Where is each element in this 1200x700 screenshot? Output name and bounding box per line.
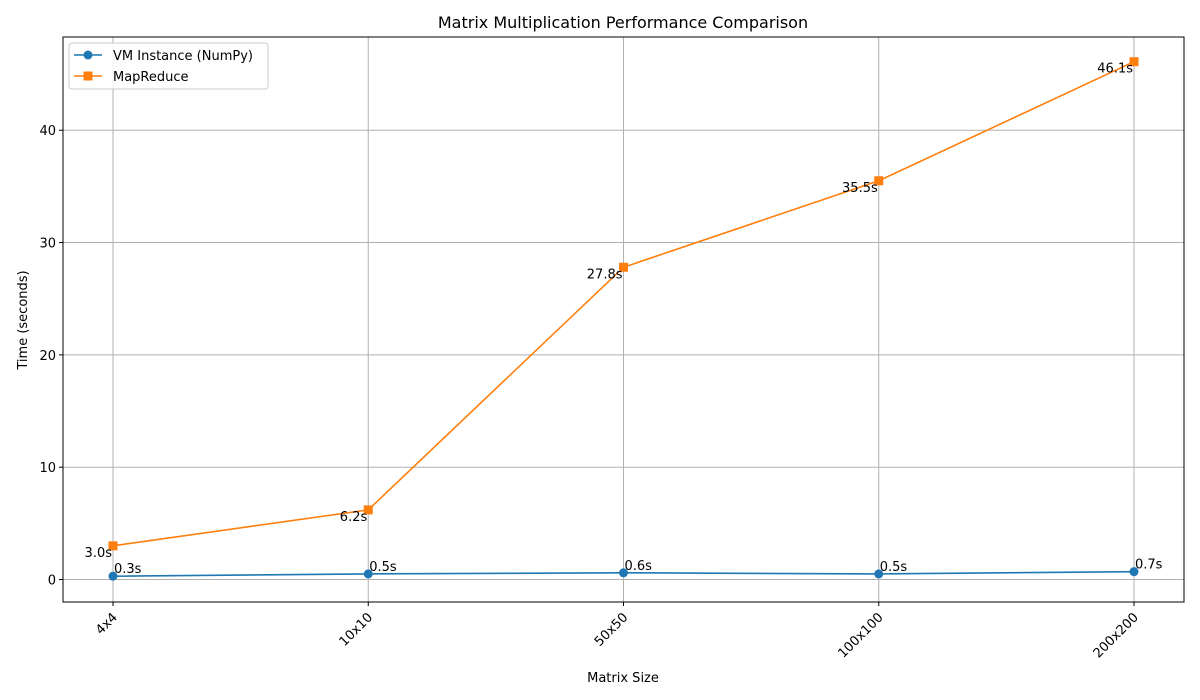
data-label: 46.1s — [1097, 62, 1133, 77]
data-point — [874, 176, 884, 186]
data-point — [1129, 567, 1139, 577]
data-point — [108, 541, 118, 551]
data-point — [108, 571, 118, 581]
legend-label: VM Instance (NumPy) — [113, 49, 253, 64]
legend: VM Instance (NumPy) MapReduce — [68, 42, 269, 90]
data-label: 0.3s — [114, 562, 142, 577]
data-label: 27.8s — [587, 267, 623, 282]
legend-box — [68, 42, 269, 90]
y-tick-label: 10 — [39, 461, 56, 476]
x-tick-label: 100x100 — [835, 610, 886, 661]
data-point — [619, 568, 628, 578]
x-tick-label: 10x10 — [337, 610, 376, 649]
y-tick-label: 30 — [39, 237, 56, 252]
series-mapreduce: 3.0s 6.2s 27.8s 35.5s 46.1s — [85, 57, 1139, 561]
data-label: 0.5s — [369, 560, 397, 575]
x-axis-label: Matrix Size — [587, 671, 659, 686]
grid-lines — [63, 37, 1184, 602]
legend-item: MapReduce — [74, 70, 189, 85]
data-label: 6.2s — [340, 510, 368, 525]
y-tick-label: 0 — [48, 574, 56, 589]
data-point — [874, 569, 884, 579]
y-tick-label: 20 — [39, 349, 56, 364]
data-label: 0.5s — [880, 560, 908, 575]
x-tick-label: 4x4 — [93, 610, 121, 638]
data-label: 35.5s — [842, 181, 878, 196]
series-vm-instance: 0.3s 0.5s 0.6s 0.5s 0.7s — [108, 558, 1163, 581]
legend-label: MapReduce — [113, 70, 189, 85]
data-point — [363, 569, 373, 579]
y-axis-ticks: 0 10 20 30 40 — [39, 124, 63, 589]
x-tick-label: 200x200 — [1091, 610, 1142, 661]
data-point — [619, 262, 628, 272]
legend-marker — [83, 50, 93, 60]
chart-title: Matrix Multiplication Performance Compar… — [438, 13, 808, 32]
data-point — [1129, 57, 1139, 67]
series-layer: 0.3s 0.5s 0.6s 0.5s 0.7s 3.0s 6.2s 27.8s 35.5s 46… — [85, 57, 1163, 581]
data-label: 0.6s — [625, 559, 653, 574]
x-axis-ticks: 4x4 10x10 50x50 100x100 200x200 — [93, 602, 1142, 661]
data-point — [363, 505, 373, 515]
legend-marker — [83, 71, 93, 81]
y-axis-label: Time (seconds) — [16, 270, 31, 370]
x-tick-label: 50x50 — [592, 610, 631, 649]
data-label: 0.7s — [1135, 558, 1163, 573]
legend-item: VM Instance (NumPy) — [74, 49, 253, 64]
y-tick-label: 40 — [39, 124, 56, 139]
data-label: 3.0s — [85, 546, 113, 561]
